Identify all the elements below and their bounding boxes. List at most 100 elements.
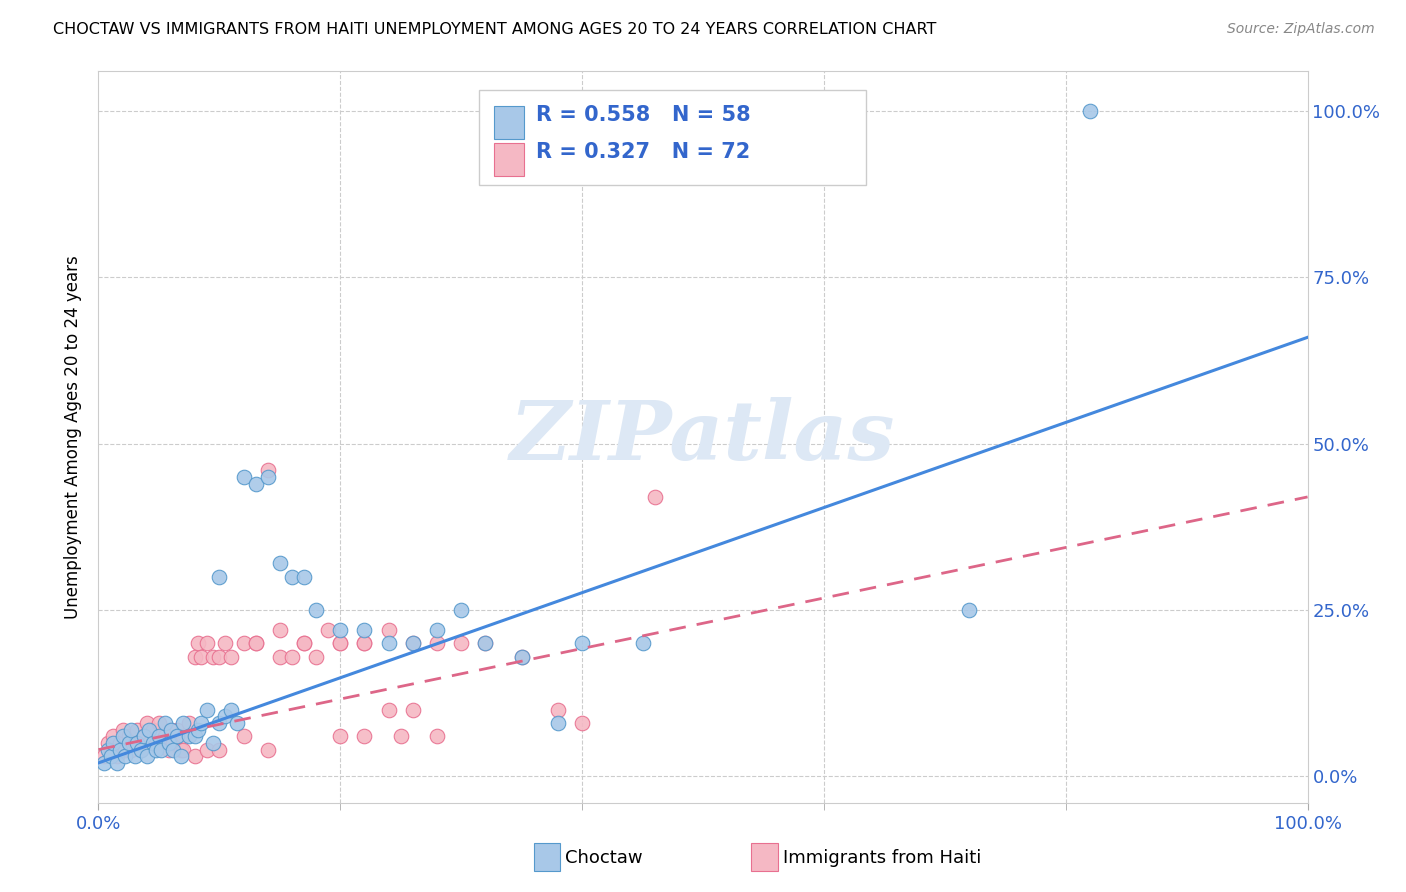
Point (631, 636, 654, 650)
Point (172, 716, 194, 731)
Point (145, 736, 167, 750)
Point (184, 649, 207, 664)
Point (120, 723, 142, 737)
Point (547, 716, 569, 731)
Point (166, 729, 188, 743)
Point (329, 636, 352, 650)
Point (190, 716, 212, 731)
Point (138, 723, 160, 737)
Text: CHOCTAW VS IMMIGRANTS FROM HAITI UNEMPLOYMENT AMONG AGES 20 TO 24 YEARS CORRELAT: CHOCTAW VS IMMIGRANTS FROM HAITI UNEMPLO… (53, 22, 936, 37)
Point (129, 742, 152, 756)
Point (353, 636, 375, 650)
Point (256, 742, 278, 756)
Point (269, 557, 291, 571)
Point (202, 736, 225, 750)
Point (957, 603, 980, 617)
Point (353, 729, 375, 743)
Point (329, 636, 352, 650)
Text: Immigrants from Haiti: Immigrants from Haiti (783, 848, 981, 867)
Point (208, 742, 231, 756)
Point (232, 636, 254, 650)
Text: ZIPatlas: ZIPatlas (510, 397, 896, 477)
Point (208, 716, 231, 731)
Point (269, 623, 291, 637)
Point (226, 716, 249, 731)
Point (127, 723, 149, 737)
Point (150, 736, 173, 750)
Point (547, 703, 569, 717)
Point (232, 729, 254, 743)
Point (135, 716, 157, 731)
Text: R = 0.558   N = 58: R = 0.558 N = 58 (536, 105, 751, 125)
Point (221, 649, 243, 664)
Point (281, 649, 304, 664)
Point (214, 709, 236, 723)
Point (256, 470, 278, 484)
Point (169, 742, 191, 756)
Point (208, 570, 231, 584)
Point (510, 649, 533, 664)
Point (316, 623, 339, 637)
Point (426, 636, 449, 650)
Point (124, 749, 146, 764)
Point (124, 736, 146, 750)
Point (190, 649, 212, 664)
Point (353, 636, 375, 650)
Point (245, 636, 267, 650)
Point (120, 742, 142, 756)
Point (221, 703, 243, 717)
Point (105, 749, 128, 764)
Point (135, 749, 157, 764)
Point (269, 649, 291, 664)
Point (1078, 104, 1101, 119)
Point (153, 716, 176, 731)
Point (187, 723, 209, 737)
Point (377, 636, 399, 650)
Point (166, 723, 188, 737)
Point (571, 716, 593, 731)
Bar (494, 106, 524, 139)
Point (377, 623, 399, 637)
Point (129, 742, 152, 756)
Point (256, 463, 278, 477)
Point (450, 603, 472, 617)
FancyBboxPatch shape (479, 90, 866, 185)
Bar (751, 843, 778, 871)
Point (292, 636, 315, 650)
Point (195, 636, 218, 650)
Point (97, 742, 120, 756)
Text: Choctaw: Choctaw (565, 848, 643, 867)
Point (93, 749, 115, 764)
Point (114, 749, 136, 764)
Point (100, 749, 122, 764)
Point (510, 649, 533, 664)
Point (153, 729, 176, 743)
Point (353, 623, 375, 637)
Point (402, 636, 425, 650)
Point (377, 703, 399, 717)
Point (329, 623, 352, 637)
Point (292, 636, 315, 650)
Point (187, 636, 209, 650)
Bar (494, 143, 524, 176)
Point (169, 749, 191, 764)
Point (160, 723, 183, 737)
Point (108, 736, 131, 750)
Point (644, 490, 666, 504)
Point (111, 729, 134, 743)
Point (157, 736, 180, 750)
Point (232, 470, 254, 484)
Point (184, 729, 207, 743)
Point (474, 636, 496, 650)
Point (157, 742, 180, 756)
Point (305, 603, 328, 617)
Point (245, 476, 267, 491)
Point (118, 729, 141, 743)
Point (474, 636, 496, 650)
Point (172, 729, 194, 743)
Point (450, 636, 472, 650)
Point (127, 736, 149, 750)
Point (292, 570, 315, 584)
Point (571, 636, 593, 650)
Point (101, 736, 124, 750)
